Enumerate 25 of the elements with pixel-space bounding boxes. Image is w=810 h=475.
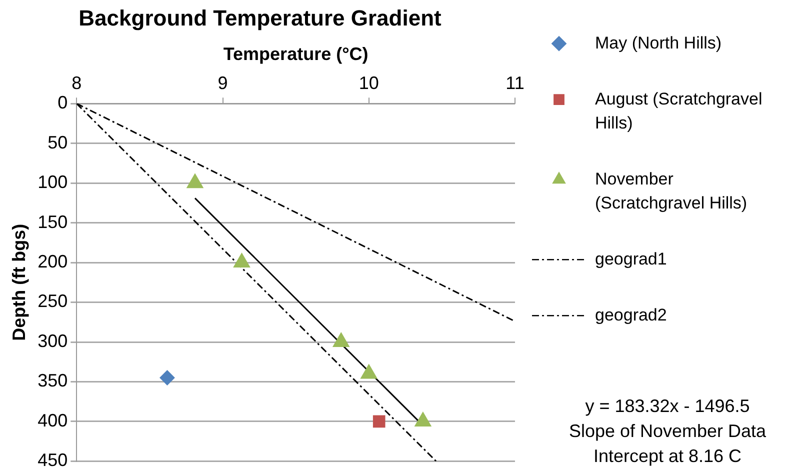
y-tick-label: 0 (58, 92, 68, 113)
x-tick-label: 8 (72, 72, 82, 93)
text: Slope of November Data (568, 421, 768, 442)
y-axis-title: Depth (ft bgs) (8, 224, 29, 341)
y-tick-label: 100 (38, 172, 68, 192)
text: y = 183.32x - 1496.5 (585, 396, 750, 416)
legend-label: November (Scratchgravel Hills) (595, 169, 748, 212)
legend-label: geograd2 (595, 305, 667, 324)
y-tick-label: 250 (38, 291, 68, 312)
y-tick-label: 200 (38, 252, 68, 272)
y-tick-label: 350 (38, 370, 68, 391)
text: Intercept at 8.16 C (593, 446, 742, 466)
y-tick-label: 400 (38, 410, 68, 430)
chart-title: Background Temperature Gradient (78, 5, 442, 30)
y-tick-label: 50 (48, 132, 68, 152)
y-tick-label: 450 (38, 450, 68, 470)
legend-label: August (Scratchgravel Hills) (595, 89, 762, 132)
x-axis-title: Temperature (°C) (223, 44, 368, 64)
x-tick-label: 9 (218, 72, 228, 93)
x-tick-label: 10 (358, 72, 379, 93)
y-tick-label: 150 (38, 212, 68, 232)
legend-label: geograd1 (595, 249, 667, 268)
legend-label: May (North Hills) (595, 33, 722, 52)
x-tick-label: 11 (506, 72, 524, 93)
y-tick-label: 300 (38, 330, 68, 351)
